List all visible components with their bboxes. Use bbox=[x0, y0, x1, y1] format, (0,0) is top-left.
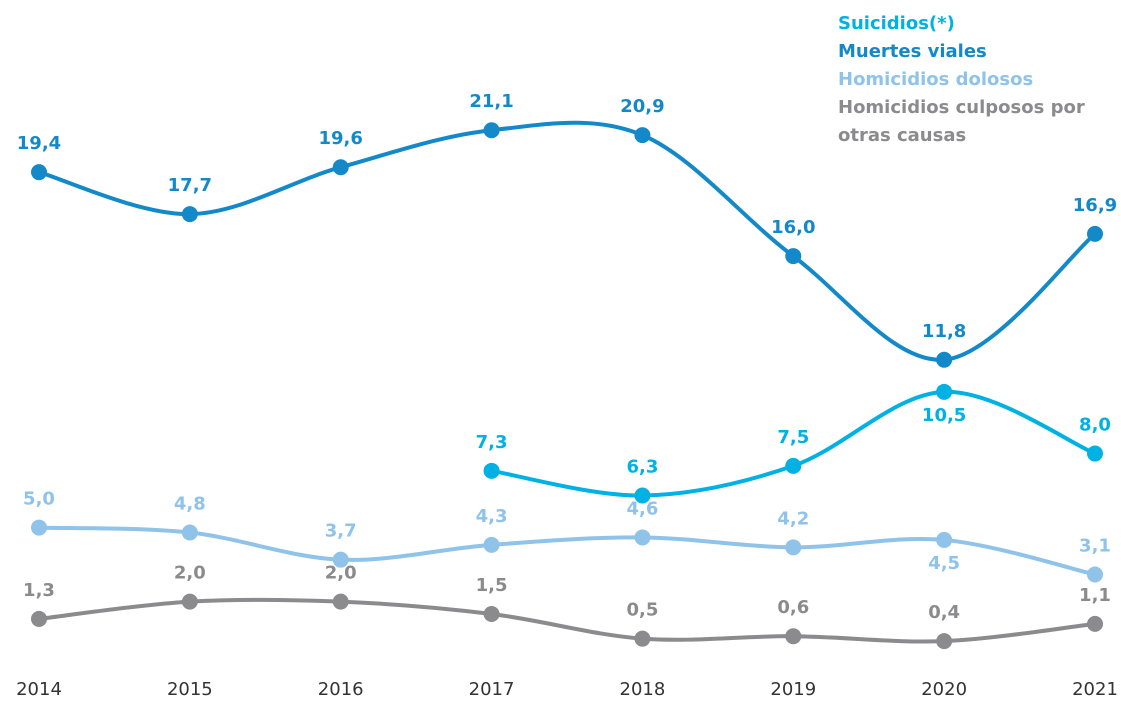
x-tick-label: 2019 bbox=[770, 679, 816, 700]
x-tick-label: 2021 bbox=[1072, 679, 1118, 700]
x-tick-label: 2014 bbox=[16, 679, 62, 700]
data-label: 6,3 bbox=[626, 457, 658, 478]
data-label: 4,5 bbox=[928, 553, 960, 574]
data-label: 4,8 bbox=[174, 494, 206, 515]
data-label: 10,5 bbox=[922, 405, 966, 426]
data-point bbox=[785, 457, 802, 474]
data-point bbox=[483, 462, 500, 479]
series-line bbox=[37, 597, 1097, 644]
x-tick-label: 2016 bbox=[318, 679, 364, 700]
data-point bbox=[31, 610, 47, 627]
data-point bbox=[181, 524, 198, 541]
data-label: 0,5 bbox=[626, 600, 658, 621]
data-point bbox=[483, 122, 500, 139]
data-label: 21,1 bbox=[469, 91, 513, 112]
data-point bbox=[785, 248, 802, 265]
data-point bbox=[483, 605, 500, 622]
data-point bbox=[936, 633, 953, 650]
data-point bbox=[31, 519, 47, 536]
data-label: 20,9 bbox=[620, 96, 664, 117]
data-label: 8,0 bbox=[1079, 415, 1111, 436]
data-label: 11,8 bbox=[922, 321, 966, 342]
x-tick-label: 2015 bbox=[167, 679, 213, 700]
data-label: 16,0 bbox=[771, 217, 815, 238]
data-point bbox=[1087, 225, 1103, 242]
data-point bbox=[936, 383, 953, 400]
legend-entry: Homicidios dolosos bbox=[838, 69, 1034, 90]
data-point bbox=[1087, 445, 1103, 462]
data-label: 19,4 bbox=[17, 133, 61, 154]
data-point bbox=[332, 159, 349, 176]
data-point bbox=[1087, 615, 1103, 632]
data-label: 1,3 bbox=[23, 580, 55, 601]
data-label: 2,0 bbox=[325, 563, 357, 584]
data-label: 16,9 bbox=[1073, 195, 1117, 216]
x-tick-label: 2017 bbox=[469, 679, 515, 700]
data-label: 1,5 bbox=[476, 575, 508, 596]
data-label: 7,5 bbox=[777, 427, 809, 448]
data-label: 4,6 bbox=[626, 498, 658, 519]
data-point bbox=[634, 529, 651, 546]
data-point bbox=[181, 206, 198, 223]
data-label: 17,7 bbox=[168, 175, 212, 196]
data-point bbox=[31, 164, 47, 181]
data-label: 0,4 bbox=[928, 602, 960, 623]
data-label: 3,7 bbox=[325, 521, 357, 542]
data-point bbox=[785, 628, 802, 645]
data-point bbox=[936, 351, 953, 368]
x-tick-label: 2020 bbox=[921, 679, 967, 700]
legend-entry: Homicidios culposos por otras causas bbox=[838, 97, 1085, 146]
x-tick-label: 2018 bbox=[620, 679, 666, 700]
data-point bbox=[181, 593, 198, 610]
data-point bbox=[1087, 566, 1103, 583]
data-label: 0,6 bbox=[777, 597, 809, 618]
data-label: 2,0 bbox=[174, 563, 206, 584]
data-label: 4,3 bbox=[476, 506, 508, 527]
data-point bbox=[634, 127, 651, 144]
data-label: 3,1 bbox=[1079, 535, 1111, 556]
data-point bbox=[634, 630, 651, 647]
series-line bbox=[37, 525, 1097, 577]
data-label: 4,2 bbox=[777, 508, 809, 529]
data-label: 1,1 bbox=[1079, 585, 1111, 606]
data-point bbox=[936, 531, 953, 548]
data-point bbox=[332, 551, 349, 568]
data-label: 19,6 bbox=[319, 128, 363, 149]
data-point bbox=[332, 593, 349, 610]
data-label: 7,3 bbox=[476, 432, 508, 453]
legend: Suicidios(*) Muertes viales Homicidios dol… bbox=[838, 10, 1108, 150]
data-point bbox=[483, 536, 500, 553]
data-point bbox=[785, 539, 802, 556]
legend-entry: Suicidios(*) bbox=[838, 13, 955, 34]
legend-entry: Muertes viales bbox=[838, 41, 987, 62]
data-label: 5,0 bbox=[23, 489, 55, 510]
data-point bbox=[634, 487, 651, 504]
